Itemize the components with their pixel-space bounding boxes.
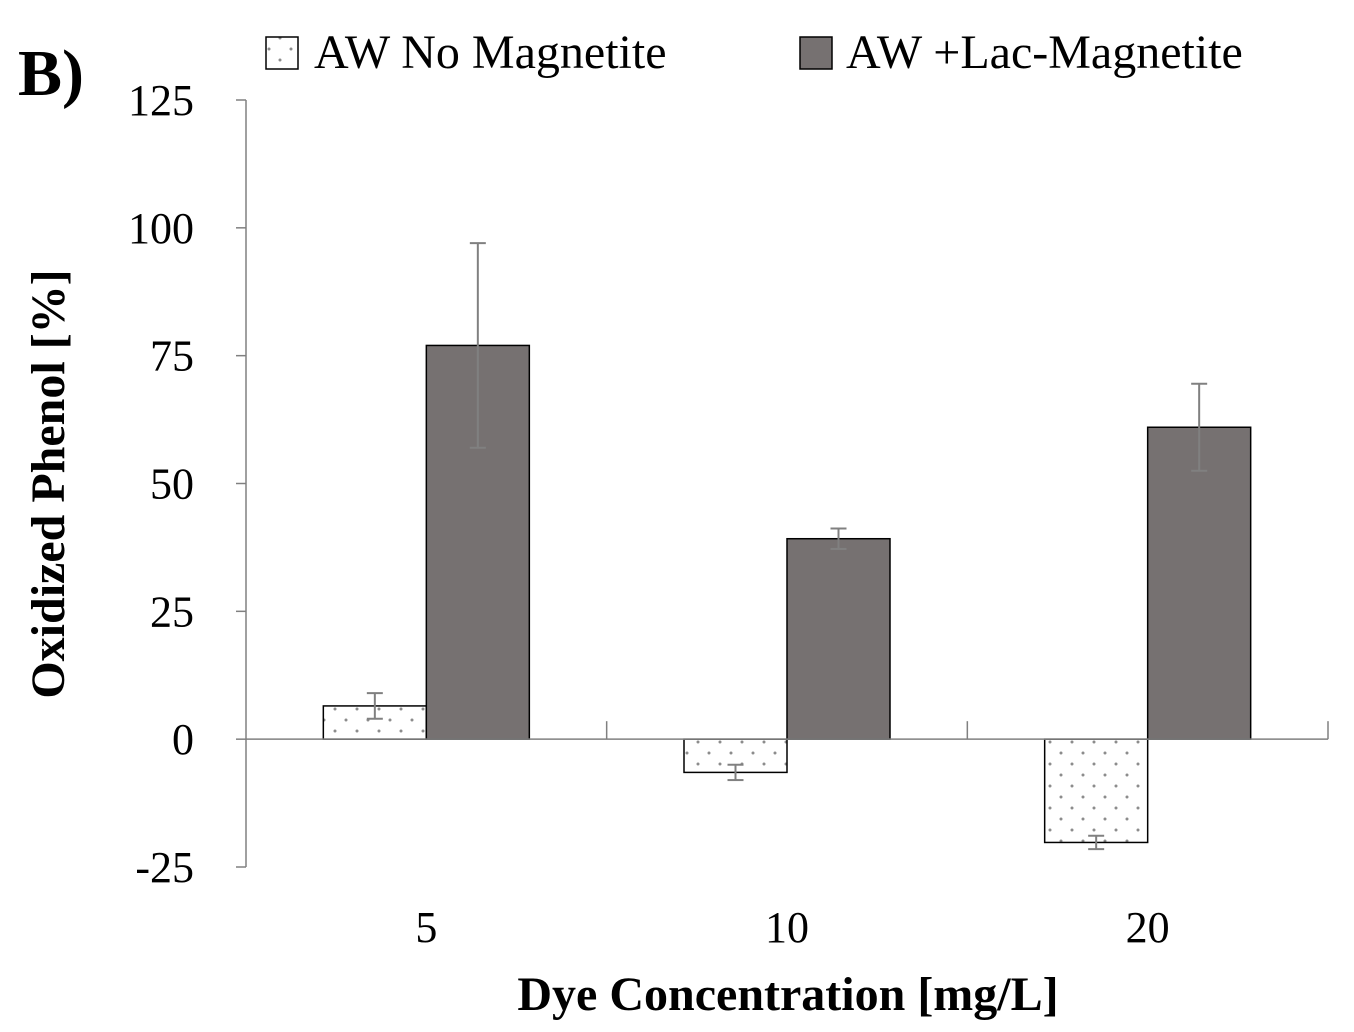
legend: AW No Magnetite AW +Lac-Magnetite bbox=[265, 26, 1243, 79]
y-tick-label: 50 bbox=[150, 460, 194, 509]
bar-series2-10 bbox=[786, 537, 891, 740]
x-axis-labels: 5 10 20 bbox=[415, 903, 1169, 952]
x-tick-label: 5 bbox=[415, 903, 437, 952]
y-tick-label: 0 bbox=[172, 715, 194, 764]
y-tick-label: -25 bbox=[135, 843, 194, 892]
legend-swatch-no-magnetite bbox=[265, 36, 299, 70]
panel-label: B) bbox=[18, 37, 84, 110]
error-bars bbox=[366, 242, 1208, 851]
y-axis-title: Oxidized Phenol [%] bbox=[22, 269, 75, 698]
y-tick-label: 25 bbox=[150, 587, 194, 636]
y-tick-label: 75 bbox=[150, 332, 194, 381]
legend-label-lac-magnetite: AW +Lac-Magnetite bbox=[846, 26, 1243, 79]
bars bbox=[322, 344, 1252, 844]
x-tick-label: 20 bbox=[1126, 903, 1170, 952]
y-tick-label: 125 bbox=[128, 76, 194, 125]
legend-label-no-magnetite: AW No Magnetite bbox=[314, 26, 667, 79]
x-axis-title: Dye Concentration [mg/L] bbox=[517, 968, 1058, 1021]
x-tick-label: 10 bbox=[765, 903, 809, 952]
y-axis: -25 0 25 50 75 100 125 bbox=[128, 76, 246, 892]
bar-series1-20 bbox=[1043, 738, 1149, 844]
axes bbox=[245, 100, 1329, 867]
bar-series2-20 bbox=[1146, 426, 1252, 740]
legend-swatch-lac-magnetite bbox=[799, 36, 833, 70]
y-tick-label: 100 bbox=[128, 204, 194, 253]
